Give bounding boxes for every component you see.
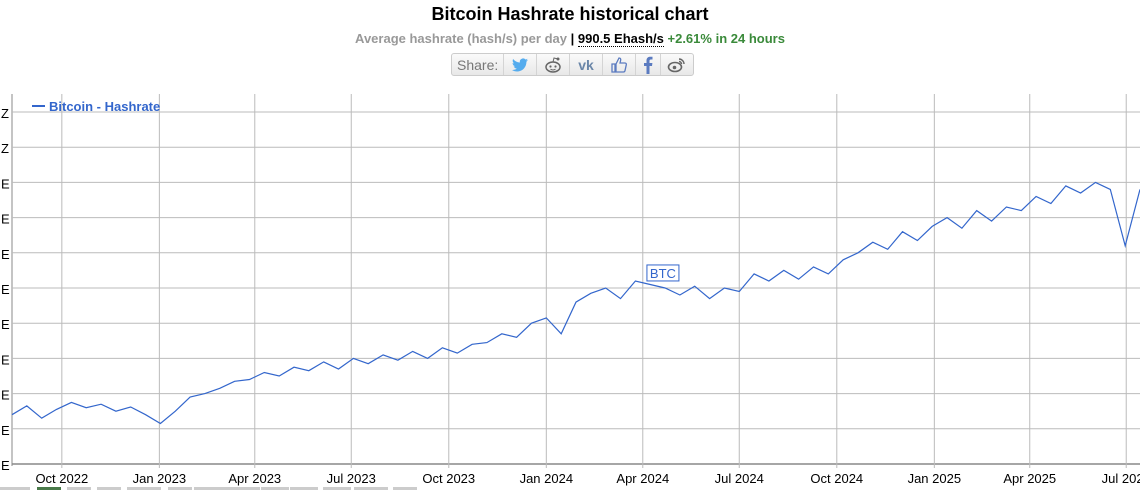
x-tick-label: Jan 2024: [520, 471, 574, 486]
y-tick-label: E: [1, 282, 10, 297]
x-tick-label: Oct 2022: [35, 471, 88, 486]
x-tick-label: Apr 2023: [228, 471, 281, 486]
navigator-segment: [97, 487, 121, 490]
share-reddit-button[interactable]: [537, 54, 571, 75]
share-like-button[interactable]: [603, 54, 637, 75]
twitter-bird-icon: [512, 57, 529, 71]
x-tick-label: Jul 2025: [1102, 471, 1140, 486]
y-tick-label: E: [1, 176, 10, 191]
y-tick-label: Z: [1, 141, 9, 156]
y-tick-label: E: [1, 247, 10, 262]
svg-text:vk: vk: [578, 58, 594, 72]
legend[interactable]: Bitcoin - Hashrate: [32, 99, 160, 114]
x-tick-label: Apr 2025: [1003, 471, 1056, 486]
chart-subtitle: Average hashrate (hash/s) per day | 990.…: [0, 31, 1140, 47]
series-line-bitcoin-hashrate[interactable]: [11, 181, 1140, 425]
y-tick-label: E: [1, 317, 10, 332]
subtitle-separator: |: [570, 31, 575, 46]
navigator-scrollbar[interactable]: [0, 487, 417, 490]
x-tick-label: Oct 2023: [422, 471, 475, 486]
reddit-alien-icon: [545, 56, 561, 73]
annotation-label: BTC: [650, 266, 676, 281]
change-percent: +2.61%: [667, 31, 712, 46]
annotation-flag: [646, 264, 680, 282]
navigator-segment: [228, 487, 260, 490]
x-tick-label: Oct 2024: [810, 471, 863, 486]
navigator-segment: [261, 487, 289, 490]
share-twitter-button[interactable]: [504, 54, 538, 75]
current-hashrate: 990.5 Ehash/s: [577, 31, 664, 47]
navigator-segment: [393, 487, 417, 490]
y-tick-label: E: [1, 423, 10, 438]
share-weibo-button[interactable]: [661, 54, 693, 75]
x-tick-label: Jul 2023: [327, 471, 376, 486]
annotations: BTC: [646, 264, 680, 282]
share-facebook-button[interactable]: [636, 54, 662, 75]
thumbs-up-icon: [611, 56, 628, 73]
legend-entry-bitcoin-hashrate: Bitcoin - Hashrate: [49, 99, 160, 114]
x-tick-label: Jan 2023: [133, 471, 187, 486]
subtitle-label: Average hashrate (hash/s) per day: [355, 31, 567, 46]
y-tick-label: Z: [1, 106, 9, 121]
navigator-segment: [37, 487, 61, 490]
navigator-segment: [127, 487, 161, 490]
change-period: in 24 hours: [715, 31, 785, 46]
x-axis: Oct 2022 Jan 2023 Apr 2023 Jul 2023 Oct 2023…: [35, 471, 1140, 486]
y-tick-label: E: [1, 458, 10, 473]
y-tick-label: E: [1, 352, 10, 367]
weibo-icon: [667, 57, 685, 72]
y-tick-label: E: [1, 388, 10, 403]
vk-icon: vk: [578, 58, 594, 72]
navigator-segment: [194, 487, 228, 490]
navigator-segment: [354, 487, 388, 490]
share-label: Share:: [452, 54, 505, 75]
x-tick-label: Apr 2024: [616, 471, 669, 486]
share-bar: Share: vk: [451, 53, 695, 76]
navigator-segment: [0, 487, 30, 490]
navigator-segment: [323, 487, 351, 490]
x-tick-label: Jul 2024: [715, 471, 764, 486]
y-tick-label: E: [1, 212, 10, 227]
y-axis: Z Z E E E E E E E E E: [1, 106, 10, 473]
navigator-segment: [67, 487, 91, 490]
share-vk-button[interactable]: vk: [570, 54, 604, 75]
navigator-segment: [290, 487, 318, 490]
navigator-segment: [168, 487, 192, 490]
chart-title: Bitcoin Hashrate historical chart: [431, 4, 709, 24]
grid: [11, 94, 1140, 468]
x-tick-label: Jan 2025: [908, 471, 962, 486]
facebook-icon: [644, 56, 653, 74]
